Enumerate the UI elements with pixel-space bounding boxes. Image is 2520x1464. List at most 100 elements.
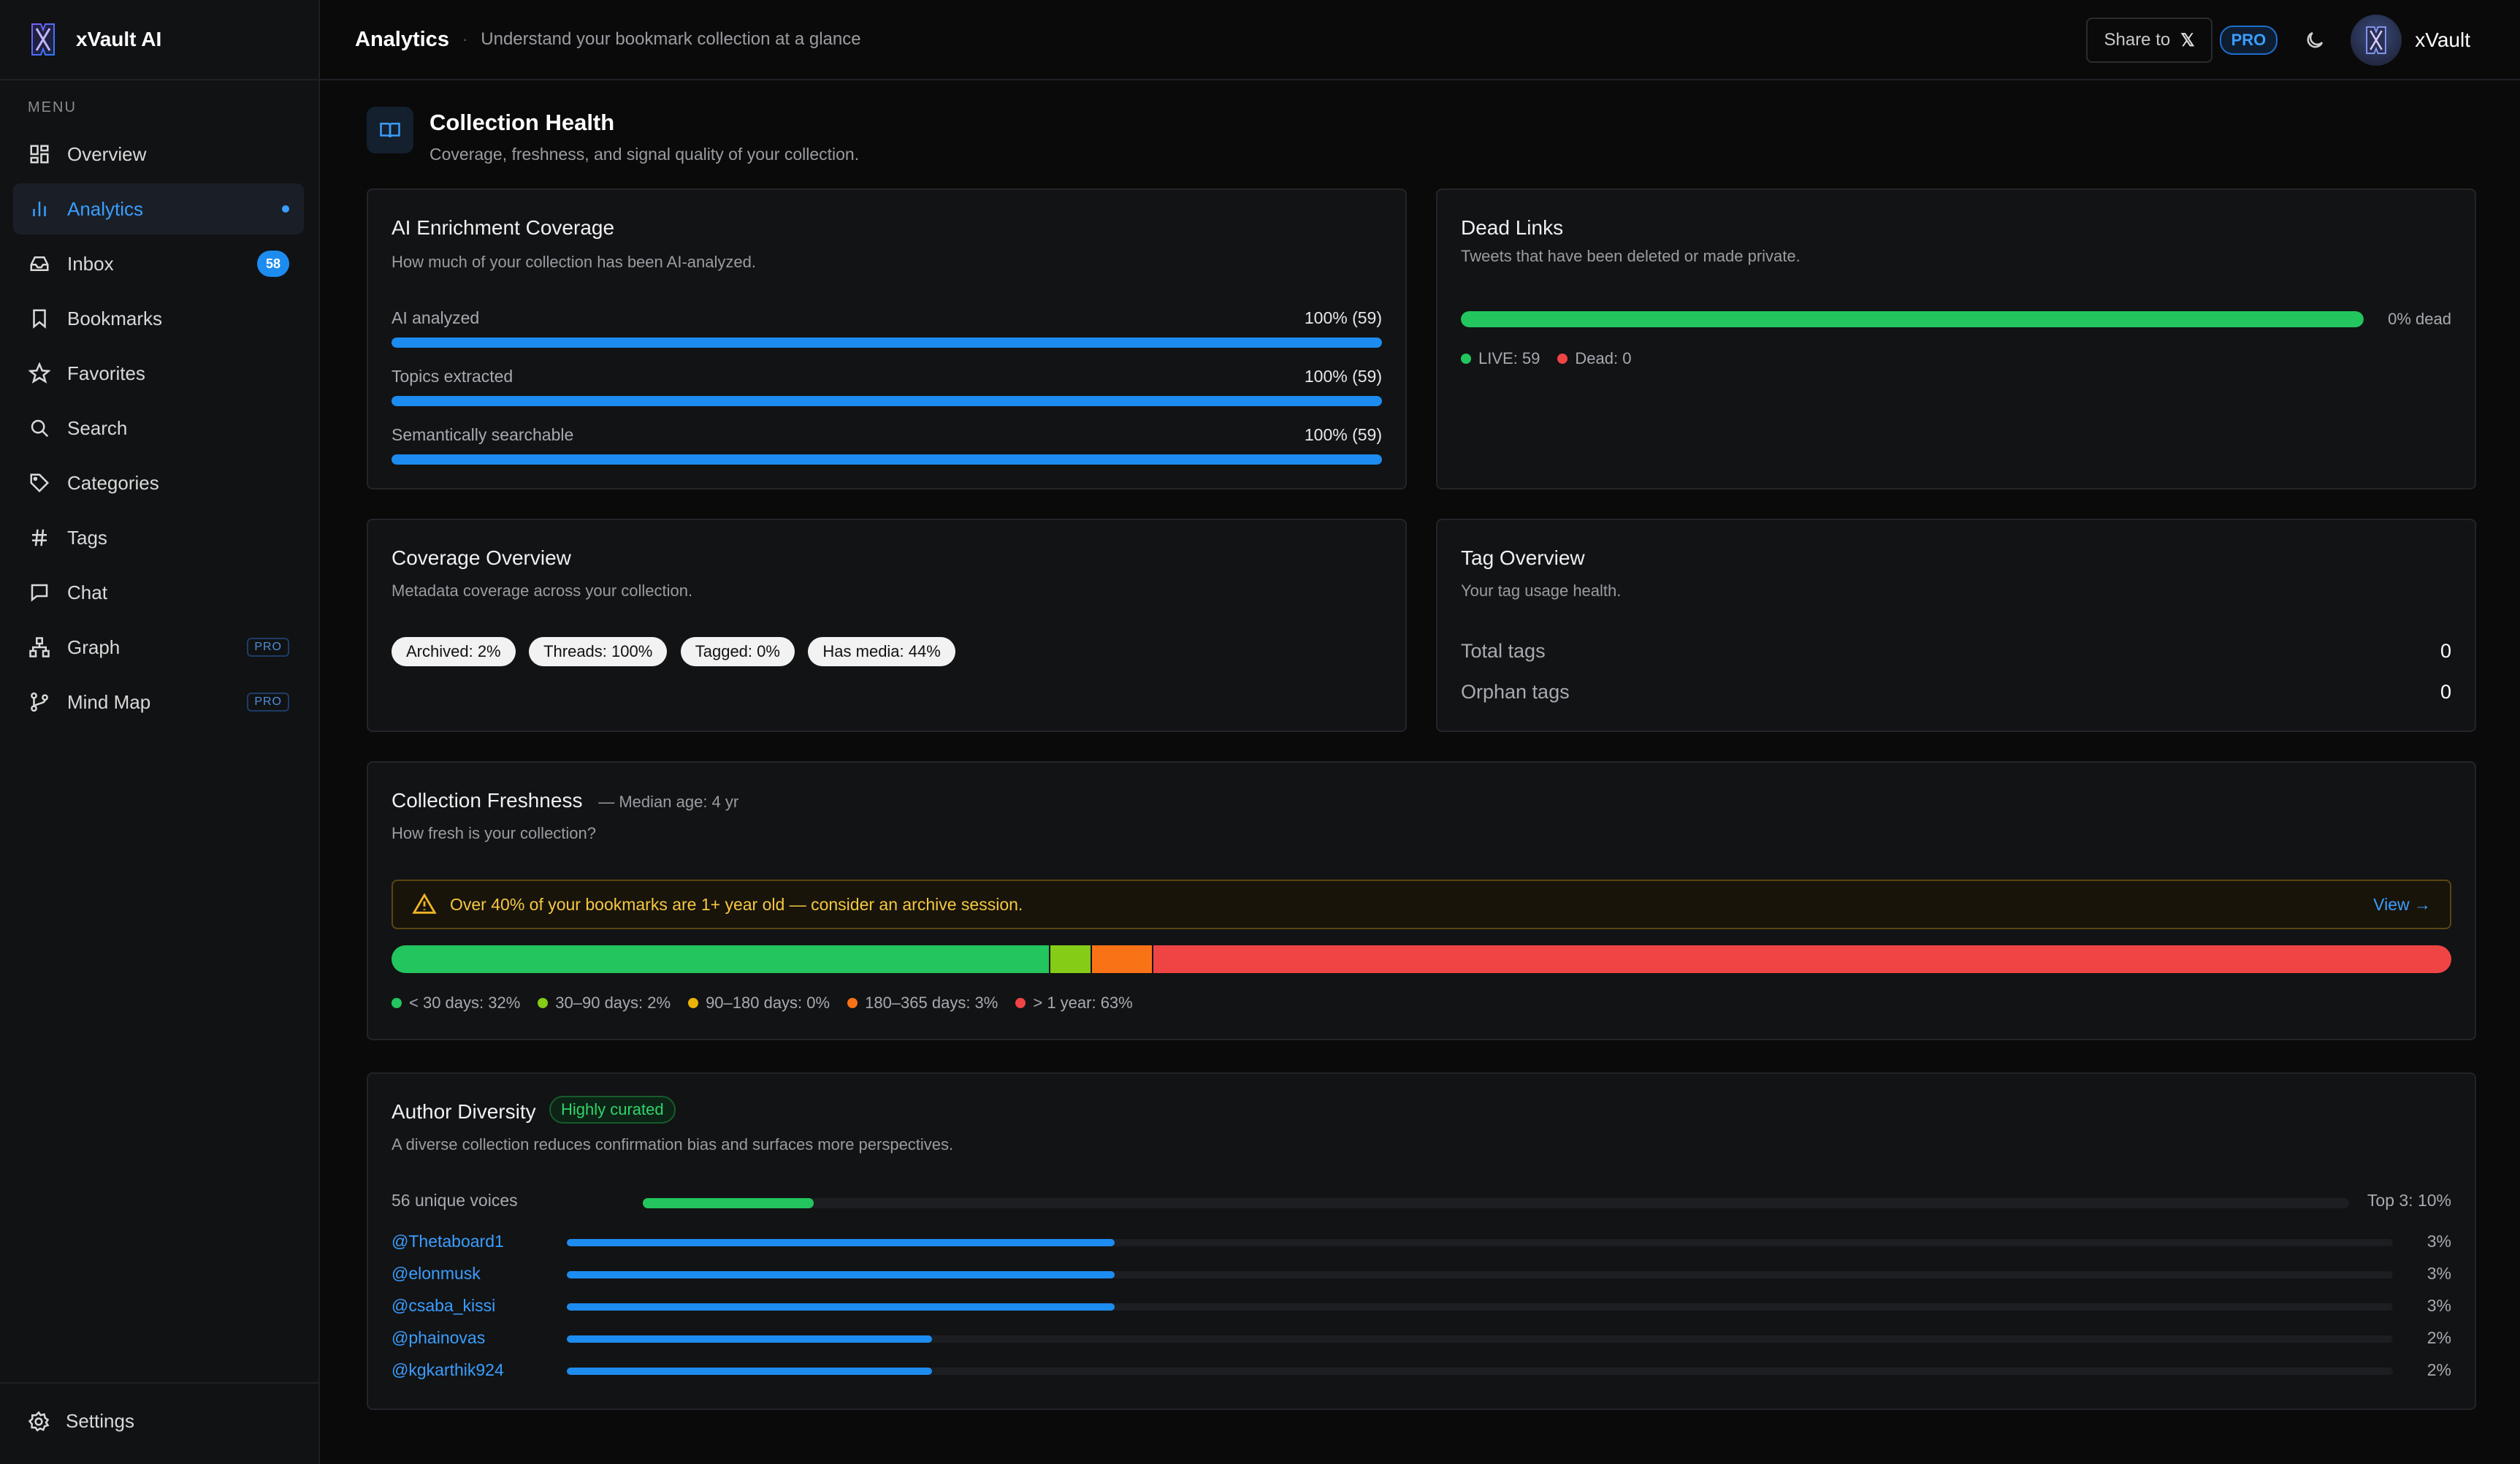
x-logo-icon: 𝕏 [2180,30,2195,50]
legend-label: > 1 year: 63% [1033,994,1133,1012]
live-count: LIVE: 59 [1478,349,1540,367]
view-link[interactable]: View → [2373,894,2431,914]
sidebar-item-bookmarks[interactable]: Bookmarks [13,293,304,344]
sidebar-item-label: Mind Map [67,690,151,713]
brand[interactable]: xVault AI [0,0,318,80]
sidebar-item-graph[interactable]: Graph PRO [13,622,304,673]
coverage-overview-card: Coverage Overview Metadata coverage acro… [367,519,1407,732]
sidebar-item-analytics[interactable]: Analytics [13,183,304,235]
author-handle[interactable]: @Thetaboard1 [392,1232,504,1251]
avatar[interactable] [2351,15,2402,66]
section-subtitle: Coverage, freshness, and signal quality … [429,145,860,164]
curation-badge: Highly curated [549,1096,676,1124]
author-share: 3% [2427,1232,2451,1251]
sidebar-item-chat[interactable]: Chat [13,567,304,618]
total-tags-row: Total tags 0 [1461,640,2451,663]
dead-links-legend: LIVE: 59 Dead: 0 [1461,349,1649,368]
dead-links-card: Dead Links Tweets that have been deleted… [1436,188,2476,489]
progress-fill [392,338,1382,348]
sidebar-item-label: Analytics [67,197,144,220]
sidebar-item-label: Search [67,416,128,439]
section-title: Collection Health [429,110,615,135]
share-to-x-button[interactable]: Share to 𝕏 [2086,18,2212,63]
author-row: @elonmusk 3% [392,1264,2451,1286]
sidebar-item-mind-map[interactable]: Mind Map PRO [13,676,304,728]
sidebar: xVault AI MENU Overview Analytics Inbox … [0,0,320,1464]
pro-badge[interactable]: PRO [2219,26,2278,55]
brand-name: xVault AI [76,28,162,50]
sidebar-item-tags[interactable]: Tags [13,512,304,563]
author-share-fill [567,1335,932,1343]
author-row: @Thetaboard1 3% [392,1232,2451,1254]
legend-label: 90–180 days: 0% [706,994,831,1012]
dead-percent-label: 0% dead [2388,310,2451,328]
header-actions: Share to 𝕏 PRO xVault [2086,15,2470,66]
coverage-pill: Tagged: 0% [680,637,795,666]
sidebar-item-overview[interactable]: Overview [13,129,304,180]
author-row: @kgkarthik924 2% [392,1360,2451,1382]
theme-toggle-moon-icon[interactable] [2304,29,2326,51]
grid-icon [28,142,51,166]
sidebar-item-label: Chat [67,581,107,603]
author-handle[interactable]: @elonmusk [392,1264,481,1283]
card-subtitle: How much of your collection has been AI-… [392,253,756,271]
title-separator: · [462,30,468,48]
author-share: 2% [2427,1360,2451,1379]
freshness-legend: < 30 days: 32% 30–90 days: 2% 90–180 days:… [392,994,1150,1013]
orphan-tags-value: 0 [2440,681,2451,703]
tag-icon [28,471,51,495]
sidebar-item-favorites[interactable]: Favorites [13,348,304,399]
gear-icon [28,1411,50,1432]
pro-badge: PRO [247,638,289,657]
total-tags-label: Total tags [1461,640,1546,662]
author-handle[interactable]: @phainovas [392,1328,486,1347]
progress-label: Semantically searchable [392,425,574,444]
user-name[interactable]: xVault [2415,28,2470,51]
author-handle[interactable]: @csaba_kissi [392,1296,496,1315]
menu-label: MENU [28,99,77,115]
avatar-logo-icon [2366,26,2386,54]
total-tags-value: 0 [2440,640,2451,662]
coverage-pill: Threads: 100% [529,637,668,666]
top-header: Analytics · Understand your bookmark col… [320,0,2520,80]
hash-icon [28,526,51,549]
author-share-fill [567,1368,932,1375]
freshness-bar [392,945,2451,973]
live-fill [1461,311,2364,327]
progress-label: AI analyzed [392,308,480,327]
collection-freshness-card: Collection Freshness — Median age: 4 yr … [367,761,2476,1040]
sidebar-item-categories[interactable]: Categories [13,457,304,508]
diversity-fill [643,1198,814,1208]
author-row: @csaba_kissi 3% [392,1296,2451,1318]
progress-row: Topics extracted 100% (59) [392,367,1382,406]
dead-links-bar [1461,311,2364,327]
bookmark-icon [28,307,51,330]
progress-value: 100% (59) [1304,367,1382,386]
sidebar-item-search[interactable]: Search [13,403,304,454]
inbox-count-badge: 58 [257,251,289,277]
settings-button[interactable]: Settings [28,1410,134,1433]
orphan-tags-row: Orphan tags 0 [1461,681,2451,704]
progress-row: AI analyzed 100% (59) [392,308,1382,348]
sidebar-item-label: Tags [67,526,107,549]
freshness-segment [1091,945,1154,973]
author-share: 3% [2427,1296,2451,1315]
legend-dot [538,998,549,1008]
legend-label: < 30 days: 32% [409,994,521,1012]
card-subtitle: A diverse collection reduces confirmatio… [392,1135,954,1154]
bar-chart-icon [28,197,51,221]
card-title: Collection Freshness [392,789,583,812]
card-subtitle: Tweets that have been deleted or made pr… [1461,247,1801,265]
coverage-pill: Has media: 44% [808,637,955,666]
coverage-pill: Archived: 2% [392,637,516,666]
freshness-warning: Over 40% of your bookmarks are 1+ year o… [392,880,2451,929]
sidebar-item-inbox[interactable]: Inbox 58 [13,238,304,289]
legend-item: 180–365 days: 3% [847,994,998,1013]
dead-count: Dead: 0 [1575,349,1632,367]
card-subtitle: Your tag usage health. [1461,582,1622,600]
ai-enrichment-card: AI Enrichment Coverage How much of your … [367,188,1407,489]
progress-value: 100% (59) [1304,425,1382,444]
author-handle[interactable]: @kgkarthik924 [392,1360,504,1379]
legend-item: 90–180 days: 0% [688,994,830,1013]
card-title: Author Diversity [392,1100,536,1123]
